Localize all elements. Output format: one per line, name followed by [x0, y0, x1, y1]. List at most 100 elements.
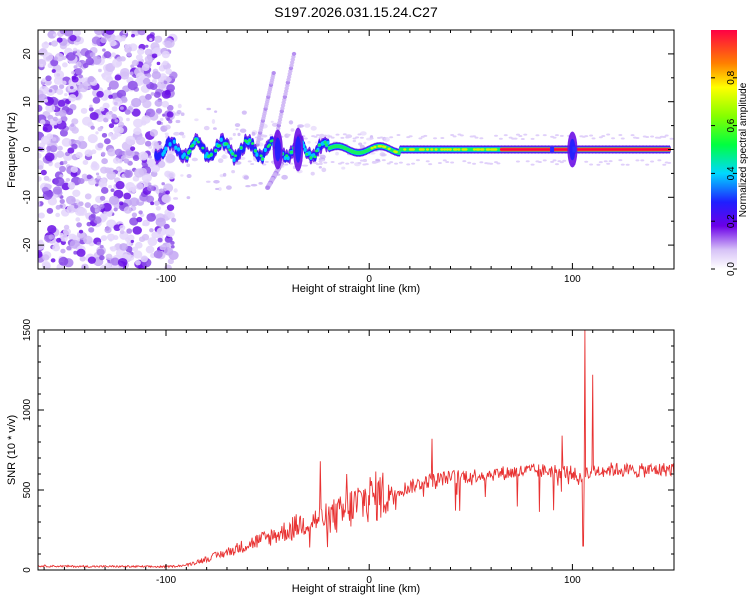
noise-blob	[55, 212, 61, 218]
noise-blob	[52, 84, 59, 90]
noise-blob	[75, 151, 83, 159]
noise-blob	[42, 190, 53, 200]
noise-blob	[95, 131, 99, 135]
noise-blob	[148, 155, 152, 159]
ridge-seg	[209, 153, 213, 157]
noise-blob	[96, 241, 101, 246]
noise-blob	[111, 133, 119, 140]
ridge-seg	[323, 140, 327, 144]
colorbar-tick-label: 0.0	[726, 262, 737, 276]
noise-blob	[92, 96, 101, 104]
noise-blob	[108, 94, 113, 99]
noise-blob	[113, 126, 121, 133]
noise-blob	[161, 90, 172, 99]
noise-blob	[164, 227, 176, 237]
ridge-seg	[174, 145, 178, 151]
halo-blob	[479, 161, 484, 164]
ridge-seg	[233, 154, 238, 158]
noise-blob	[135, 54, 143, 61]
noise-blob	[94, 30, 104, 36]
noise-blob	[89, 52, 96, 58]
sparse-blob	[251, 131, 256, 136]
halo-blob	[369, 137, 374, 140]
noise-blob	[149, 38, 153, 42]
ridge-seg	[448, 148, 452, 151]
noise-blob	[115, 181, 125, 190]
ridge-seg	[303, 147, 307, 152]
streak-blob	[291, 51, 297, 56]
noise-blob	[165, 153, 176, 163]
noise-blob	[38, 201, 41, 206]
noise-blob	[90, 125, 95, 130]
noise-blob	[43, 175, 50, 181]
halo-blob	[554, 163, 559, 166]
colorbar-tick-label: 0.8	[726, 70, 737, 84]
halo-blob	[340, 136, 345, 139]
sparse-blob	[250, 183, 258, 187]
noise-blob	[54, 176, 65, 187]
halo-blob	[606, 133, 611, 136]
sparse-blob	[245, 185, 251, 188]
noise-blob	[70, 86, 74, 90]
halo-blob	[342, 133, 347, 136]
noise-blob	[46, 146, 52, 151]
noise-blob	[66, 52, 76, 61]
noise-blob	[43, 98, 49, 103]
noise-blob	[54, 111, 60, 117]
noise-blob	[161, 50, 170, 59]
noise-blob	[75, 61, 82, 67]
halo-blob	[320, 159, 325, 162]
noise-blob	[126, 228, 133, 234]
halo-blob	[474, 136, 479, 139]
noise-blob	[135, 136, 146, 146]
spectrogram-xlabel: Height of straight line (km)	[292, 283, 420, 295]
ridge-seg	[421, 148, 425, 151]
noise-blob	[144, 55, 153, 63]
noise-blob	[131, 33, 135, 38]
noise-blob	[54, 106, 59, 111]
noise-blob	[135, 260, 141, 266]
ridge-seg	[238, 150, 242, 157]
spectrogram-area	[38, 30, 674, 269]
spectrogram-ylabel: Frequency (Hz)	[6, 112, 18, 188]
sparse-blob	[375, 158, 381, 162]
noise-blob	[157, 237, 163, 243]
noise-blob	[105, 111, 115, 120]
noise-blob	[105, 253, 113, 260]
ridge-seg	[232, 157, 236, 162]
noise-blob	[151, 53, 158, 59]
noise-blob	[103, 51, 112, 59]
noise-blob	[104, 226, 112, 234]
noise-blob	[112, 97, 123, 107]
ridge-seg	[383, 145, 387, 149]
ridge-seg	[228, 148, 232, 152]
noise-blob	[149, 82, 158, 91]
halo-blob	[630, 134, 635, 137]
noise-blob	[78, 229, 84, 234]
noise-blob	[106, 219, 117, 229]
noise-blob	[142, 222, 146, 227]
noise-blob	[52, 244, 61, 252]
noise-blob	[55, 205, 61, 210]
spec-xtick-label: -100	[156, 274, 176, 285]
sparse-blob	[352, 139, 357, 143]
ridge-seg	[317, 143, 322, 147]
noise-blob	[67, 147, 75, 154]
halo-blob	[589, 134, 594, 137]
noise-blob	[127, 254, 135, 261]
halo-blob	[598, 136, 603, 139]
noise-blob	[83, 235, 93, 245]
noise-blob	[133, 127, 142, 135]
noise-blob	[166, 242, 172, 248]
noise-blob	[52, 186, 63, 195]
noise-blob	[163, 223, 170, 230]
noise-blob	[159, 244, 167, 251]
noise-blob	[61, 56, 67, 60]
noise-blob	[99, 106, 105, 112]
noise-blob	[145, 222, 150, 226]
halo-blob	[394, 162, 399, 165]
halo-blob	[428, 163, 433, 166]
sparse-blob	[176, 110, 182, 115]
noise-blob	[104, 138, 111, 145]
